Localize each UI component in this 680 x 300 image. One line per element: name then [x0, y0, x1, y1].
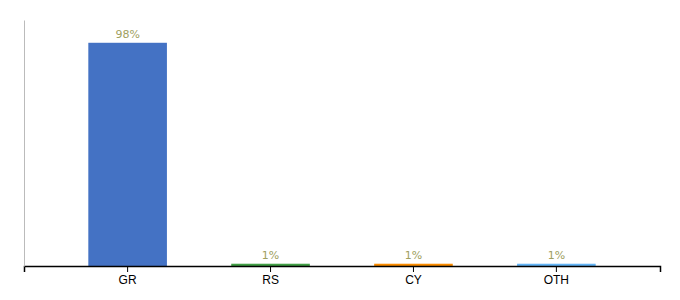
- x-tick-label: OTH: [544, 273, 569, 287]
- bar: [517, 264, 596, 266]
- x-tick: OTH: [544, 266, 569, 287]
- data-label: 1%: [405, 249, 422, 262]
- x-tick: RS: [262, 266, 279, 287]
- data-labels: 98% 1% 1% 1%: [115, 28, 565, 262]
- x-tick-mark: [556, 266, 557, 272]
- chart: GR RS CY OTH 98% 1% 1% 1%: [0, 0, 680, 300]
- bar: [231, 264, 310, 266]
- bars: [88, 43, 595, 266]
- plot: GR RS CY OTH 98% 1% 1% 1%: [25, 21, 661, 287]
- x-tick-mark: [127, 266, 128, 272]
- x-tick-label: GR: [119, 273, 137, 287]
- x-axis: GR RS CY OTH: [25, 266, 661, 287]
- x-tick: GR: [119, 266, 137, 287]
- x-tick: CY: [405, 266, 422, 287]
- x-tick-label: RS: [262, 273, 279, 287]
- x-tick-mark: [270, 266, 271, 272]
- data-label: 98%: [115, 28, 139, 41]
- data-label: 1%: [548, 249, 565, 262]
- y-axis: [24, 21, 25, 267]
- data-label: 1%: [262, 249, 279, 262]
- x-axis-line: [25, 267, 661, 273]
- bar: [374, 264, 453, 266]
- bar: [88, 43, 167, 266]
- x-tick-label: CY: [405, 273, 422, 287]
- x-tick-mark: [413, 266, 414, 272]
- y-axis-line: [24, 21, 25, 267]
